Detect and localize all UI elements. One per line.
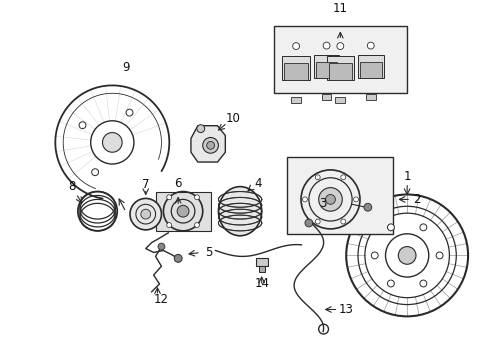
Bar (326, 56, 353, 80)
Circle shape (174, 255, 182, 262)
Polygon shape (190, 126, 225, 162)
Bar (282, 56, 309, 80)
Text: 4: 4 (253, 177, 261, 190)
Circle shape (315, 219, 320, 224)
Text: 12: 12 (154, 293, 169, 306)
Circle shape (336, 42, 343, 50)
Circle shape (323, 42, 329, 49)
Circle shape (398, 247, 415, 264)
Bar (321, 94, 331, 100)
Circle shape (126, 109, 133, 116)
Circle shape (419, 280, 426, 287)
Circle shape (194, 195, 199, 200)
Circle shape (177, 205, 188, 217)
Polygon shape (155, 192, 210, 231)
Text: 2: 2 (412, 193, 420, 206)
Bar (290, 97, 301, 103)
Circle shape (363, 203, 371, 211)
Circle shape (130, 198, 161, 230)
Bar (365, 94, 375, 100)
Circle shape (166, 222, 171, 228)
Circle shape (386, 224, 393, 231)
Bar (313, 55, 339, 77)
Text: 1: 1 (403, 170, 410, 183)
Bar (335, 97, 345, 103)
Text: 6: 6 (174, 177, 182, 190)
Bar (258, 266, 264, 272)
Circle shape (386, 280, 393, 287)
Circle shape (370, 252, 377, 259)
Circle shape (325, 194, 335, 204)
Circle shape (340, 175, 345, 180)
Circle shape (315, 175, 320, 180)
Text: 11: 11 (332, 2, 347, 15)
Circle shape (353, 197, 358, 202)
Bar (274, 26, 407, 93)
Circle shape (102, 132, 122, 152)
Circle shape (206, 141, 214, 149)
Circle shape (419, 224, 426, 231)
Circle shape (79, 122, 86, 129)
Circle shape (292, 42, 299, 50)
Bar (359, 62, 381, 77)
Circle shape (366, 42, 373, 49)
Ellipse shape (218, 186, 261, 236)
Bar (357, 55, 383, 77)
Text: 14: 14 (254, 278, 269, 291)
Text: 13: 13 (338, 303, 353, 316)
Bar (328, 63, 351, 80)
Circle shape (302, 197, 307, 202)
Circle shape (194, 222, 199, 228)
Text: 5: 5 (204, 246, 212, 259)
Bar (255, 258, 267, 266)
Text: 3: 3 (318, 197, 325, 210)
Circle shape (318, 188, 342, 211)
Text: 9: 9 (122, 61, 129, 74)
Bar (284, 63, 307, 80)
Text: 7: 7 (142, 178, 149, 191)
Text: 10: 10 (225, 112, 240, 125)
Circle shape (91, 169, 99, 176)
Bar (315, 62, 337, 77)
Circle shape (166, 195, 171, 200)
Circle shape (197, 125, 204, 132)
Circle shape (158, 243, 164, 250)
Circle shape (305, 219, 312, 227)
Circle shape (203, 138, 218, 153)
Circle shape (435, 252, 442, 259)
Bar (286, 157, 392, 234)
Circle shape (340, 219, 345, 224)
Text: 8: 8 (68, 180, 76, 193)
Circle shape (141, 209, 150, 219)
